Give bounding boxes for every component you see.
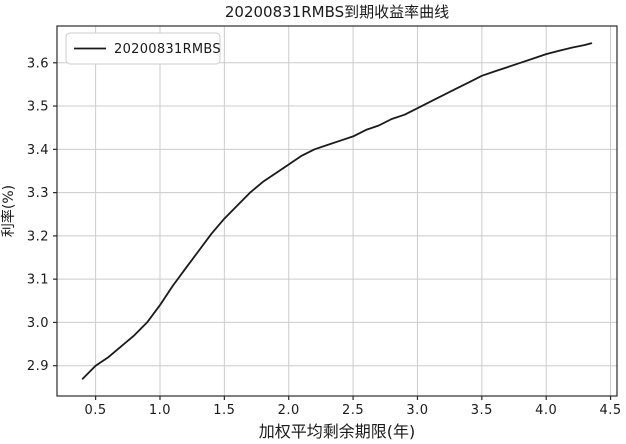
y-tick-label: 3.2 xyxy=(27,229,49,244)
x-tick-label: 1.5 xyxy=(213,403,235,418)
x-axis-label: 加权平均剩余期限(年) xyxy=(259,422,416,441)
y-tick-label: 3.1 xyxy=(27,273,49,288)
x-tick-label: 3.0 xyxy=(406,403,428,418)
tick-layer: 0.5 1.0 1.5 2.0 2.5 3.0 3.5 4.0 4.5 2.9 3.0 3.1 3.2 3… xyxy=(27,56,621,418)
plot-area-border xyxy=(56,25,618,397)
x-tick-label: 4.5 xyxy=(599,403,621,418)
y-axis-label: 利率(%) xyxy=(0,185,17,237)
yield-curve-line xyxy=(81,42,593,380)
y-tick-label: 3.5 xyxy=(27,100,49,115)
x-tick-label: 1.0 xyxy=(149,403,171,418)
y-tick-label: 3.3 xyxy=(27,186,49,201)
x-tick-label: 4.0 xyxy=(535,403,557,418)
legend-entry-label: 20200831RMBS xyxy=(114,42,221,57)
x-tick-label: 2.5 xyxy=(342,403,364,418)
grid-layer xyxy=(57,26,617,396)
y-tick-label: 3.4 xyxy=(27,143,49,158)
x-tick-label: 0.5 xyxy=(85,403,107,418)
y-tick-label: 3.0 xyxy=(27,316,49,331)
legend: 20200831RMBS xyxy=(65,32,221,65)
y-tick-label: 3.6 xyxy=(27,56,49,71)
chart-title: 20200831RMBS到期收益率曲线 xyxy=(225,3,449,21)
y-tick-label: 2.9 xyxy=(27,359,49,374)
x-tick-label: 2.0 xyxy=(278,403,300,418)
x-tick-label: 3.5 xyxy=(471,403,493,418)
legend-box xyxy=(65,32,221,65)
